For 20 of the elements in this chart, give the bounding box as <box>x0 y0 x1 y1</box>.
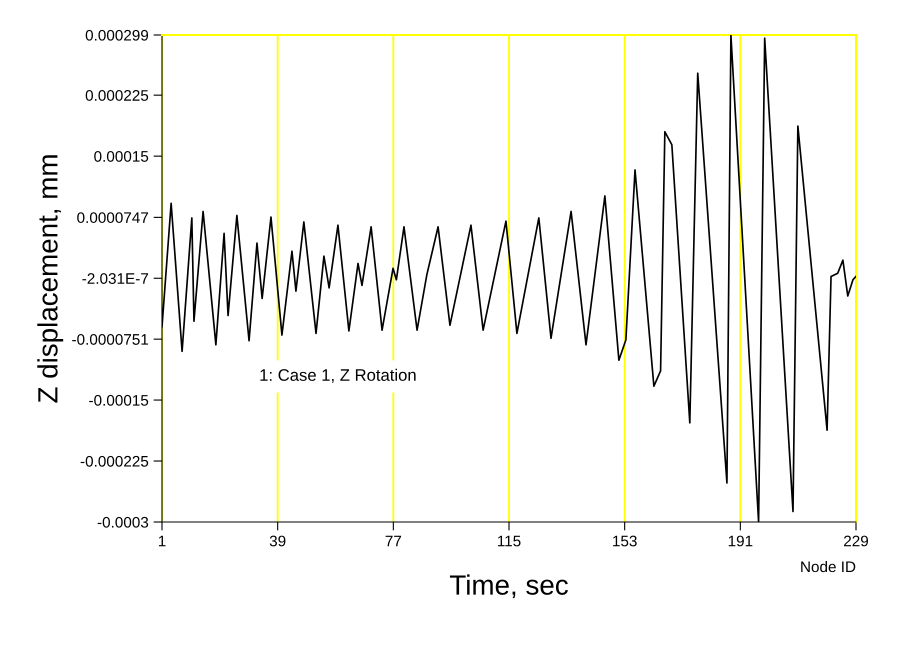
y-tick-label: -0.00015 <box>89 394 148 406</box>
x-tick-label: 1 <box>158 536 166 546</box>
y-tick-label: -0.0000751 <box>72 334 148 345</box>
y-tick-label: 0.000299 <box>86 30 148 41</box>
x-axis-title: Time, sec <box>450 574 568 598</box>
y-tick-label: 0.0000747 <box>77 212 148 224</box>
x-tick-label: 153 <box>613 536 637 546</box>
x-tick-label: 115 <box>498 536 521 546</box>
y-tick-label: 0.00015 <box>94 151 148 162</box>
y-tick-label: 0.000225 <box>86 90 148 101</box>
x-tick-label: 39 <box>270 536 286 546</box>
y-tick-label: -2.031E-7 <box>82 273 148 284</box>
x-tick-label: 229 <box>844 536 868 546</box>
text: Node ID <box>801 560 856 572</box>
y-tick-label: -0.000225 <box>80 456 148 467</box>
annotation: 1: Case 1, Z Rotation <box>260 368 416 383</box>
x-tick-label: 191 <box>728 536 752 546</box>
y-axis-title: Z displacement, mm <box>37 155 64 403</box>
x-tick-label: 77 <box>386 536 402 546</box>
y-tick-label: -0.0003 <box>98 516 148 528</box>
